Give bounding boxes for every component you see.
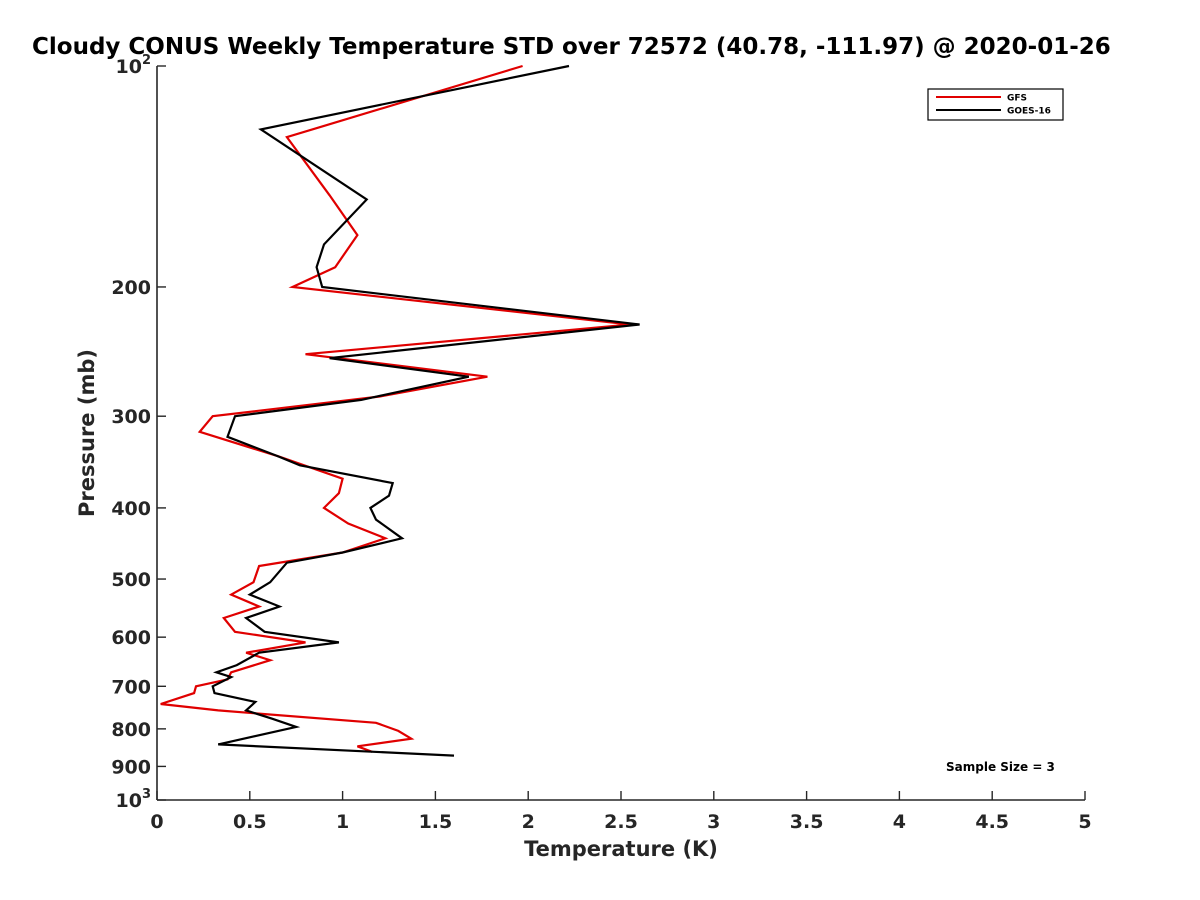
- y-tick-label: 600: [111, 627, 151, 649]
- y-tick-label: 102: [116, 53, 152, 78]
- y-axis-label: Pressure (mb): [75, 349, 99, 517]
- y-tick-label: 700: [111, 676, 151, 698]
- y-tick-label: 103: [116, 787, 152, 812]
- x-tick-label: 4.5: [975, 811, 1009, 833]
- y-tick-label: 200: [111, 277, 151, 299]
- x-tick-label: 2: [522, 811, 535, 833]
- y-tick-label: 900: [111, 756, 151, 778]
- x-tick-label: 1: [336, 811, 349, 833]
- y-tick-label: 400: [111, 498, 151, 520]
- x-axis-label: Temperature (K): [524, 837, 718, 861]
- y-tick-label: 300: [111, 406, 151, 428]
- legend-label-gfs: GFS: [1007, 94, 1027, 104]
- x-ticks: 0 0.5 1 1.5 2 2.5 3 3.5 4 4.5 5: [150, 791, 1092, 833]
- y-tick-label: 800: [111, 719, 151, 741]
- series-line-goes-16: [211, 64, 640, 757]
- x-tick-label: 3.5: [790, 811, 824, 833]
- y-tick-label: 500: [111, 569, 151, 591]
- legend-label-goes-16: GOES-16: [1007, 107, 1051, 117]
- series-layer: [160, 64, 640, 757]
- y-ticks: 102 200 300 400 500 600 700 800 900 103: [111, 53, 166, 812]
- x-tick-label: 5: [1078, 811, 1091, 833]
- x-tick-label: 0: [150, 811, 163, 833]
- sample-size-annotation: Sample Size = 3: [946, 760, 1055, 774]
- legend: GFS GOES-16: [927, 88, 1064, 121]
- legend-box: [927, 88, 1064, 121]
- x-tick-label: 0.5: [233, 811, 267, 833]
- x-tick-label: 1.5: [419, 811, 453, 833]
- series-line-gfs: [160, 64, 631, 753]
- x-tick-label: 3: [707, 811, 720, 833]
- chart-title: Cloudy CONUS Weekly Temperature STD over…: [32, 34, 1111, 60]
- x-tick-label: 2.5: [604, 811, 638, 833]
- x-tick-label: 4: [893, 811, 906, 833]
